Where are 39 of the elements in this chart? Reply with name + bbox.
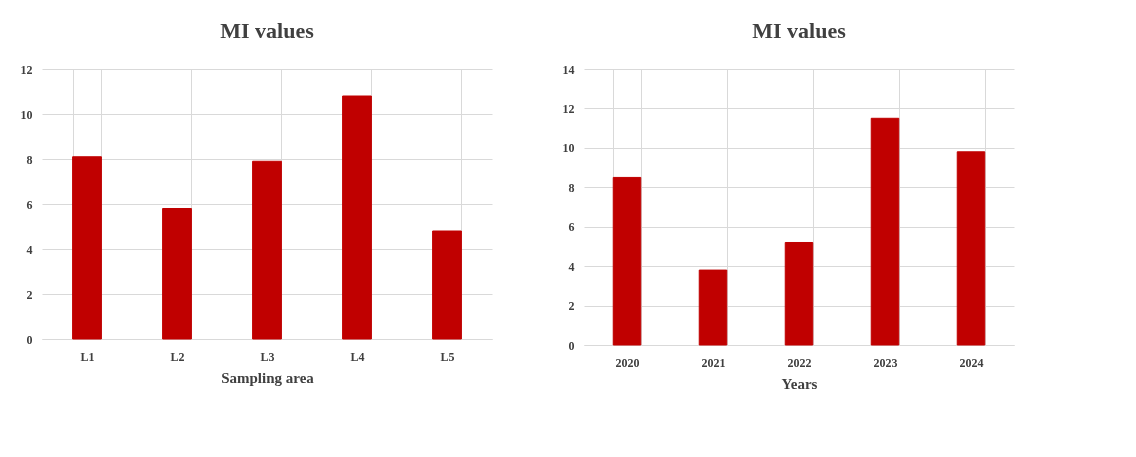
y-tick-label: 14 bbox=[562, 62, 575, 77]
y-tick-label: 0 bbox=[26, 332, 33, 347]
bar bbox=[432, 230, 462, 340]
y-tick-label: 0 bbox=[568, 338, 575, 353]
bar bbox=[72, 156, 102, 340]
y-tick-label: 10 bbox=[562, 141, 575, 156]
x-tick-label: L5 bbox=[440, 349, 455, 364]
bar bbox=[342, 95, 372, 340]
y-tick-label: 2 bbox=[568, 299, 575, 314]
x-axis-title: Years bbox=[781, 375, 818, 392]
x-axis-title: Sampling area bbox=[221, 369, 315, 386]
bar bbox=[698, 269, 728, 346]
bar bbox=[162, 208, 192, 340]
x-tick-label: L1 bbox=[80, 349, 95, 364]
bar bbox=[784, 241, 814, 346]
y-tick-label: 8 bbox=[26, 152, 33, 167]
x-tick-label: L4 bbox=[350, 349, 365, 364]
bar bbox=[956, 151, 986, 346]
y-tick-label: 12 bbox=[20, 62, 33, 77]
x-tick-label: 2023 bbox=[873, 355, 898, 370]
bar bbox=[612, 176, 642, 346]
y-tick-label: 6 bbox=[26, 197, 33, 212]
y-tick-label: 2 bbox=[26, 287, 33, 302]
y-tick-label: 4 bbox=[568, 259, 575, 274]
x-tick-label: 2021 bbox=[701, 355, 726, 370]
y-tick-label: 12 bbox=[562, 101, 575, 116]
bar bbox=[252, 160, 282, 340]
chart-title: MI values bbox=[752, 18, 847, 43]
y-tick-label: 10 bbox=[20, 107, 33, 122]
x-tick-label: 2022 bbox=[787, 355, 812, 370]
x-tick-label: L2 bbox=[170, 349, 185, 364]
chart-title: MI values bbox=[220, 18, 315, 43]
y-tick-label: 6 bbox=[568, 220, 575, 235]
y-tick-label: 8 bbox=[568, 180, 575, 195]
y-tick-label: 4 bbox=[26, 242, 33, 257]
x-tick-label: L3 bbox=[260, 349, 275, 364]
x-tick-label: 2020 bbox=[615, 355, 640, 370]
bar bbox=[870, 117, 900, 346]
x-tick-label: 2024 bbox=[959, 355, 984, 370]
